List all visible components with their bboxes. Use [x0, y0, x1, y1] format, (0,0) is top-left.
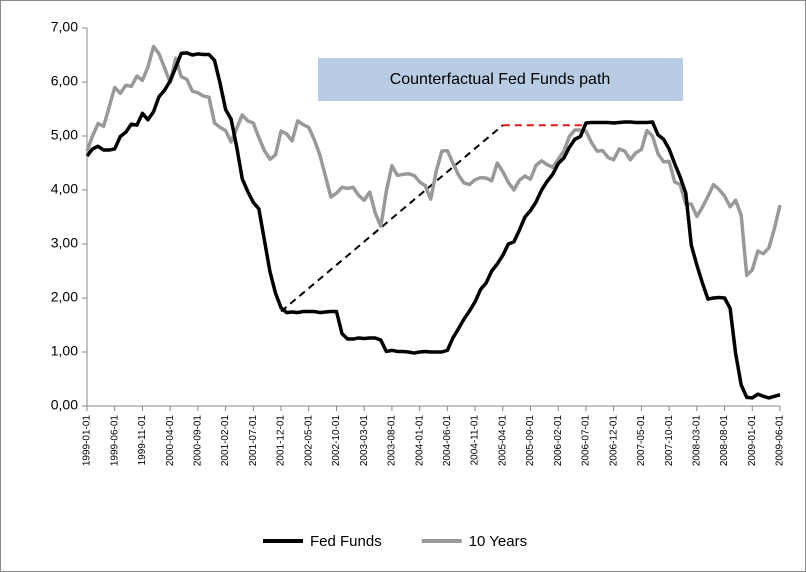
annotation: Counterfactual Fed Funds path: [390, 71, 611, 88]
annotation-box: [318, 58, 683, 101]
y-tick-label: 0,00: [51, 397, 78, 413]
x-tick-label: 2001-02-01: [220, 415, 231, 467]
legend-label: Fed Funds: [310, 533, 382, 550]
x-tick-label: 2004-06-01: [442, 415, 453, 467]
x-tick-label: 2007-10-01: [664, 415, 675, 467]
x-tick-label: 2008-03-01: [691, 415, 702, 467]
x-tick-label: 2007-05-01: [636, 415, 647, 467]
x-tick-label: 2006-12-01: [608, 415, 619, 467]
x-tick-label: 1999-01-01: [82, 415, 93, 467]
series-line: [85, 51, 781, 400]
y-tick-label: 5,00: [51, 127, 78, 143]
x-tick-label: 2005-04-01: [497, 415, 508, 467]
x-tick-label: 2006-07-01: [581, 415, 592, 467]
x-tick-label: 2009-06-01: [775, 415, 786, 467]
series-line: [85, 44, 782, 278]
y-tick-label: 7,00: [51, 19, 78, 35]
x-tick-label: 2001-07-01: [248, 415, 259, 467]
x-tick-label: 2001-12-01: [276, 415, 287, 467]
x-tick-label: 2004-11-01: [470, 415, 481, 466]
x-tick-label: 2002-10-01: [331, 415, 342, 467]
y-tick-label: 2,00: [51, 289, 78, 305]
x-tick-label: 2005-09-01: [525, 415, 536, 467]
x-tick-label: 2006-02-01: [553, 415, 564, 467]
x-tick-label: 2000-09-01: [193, 415, 204, 467]
y-tick-label: 4,00: [51, 181, 78, 197]
x-tick-label: 1999-06-01: [109, 415, 120, 467]
x-tick-label: 2004-01-01: [414, 415, 425, 467]
x-tick-label: 2003-03-01: [359, 415, 370, 467]
y-tick-label: 1,00: [51, 343, 78, 359]
x-tick-label: 2008-08-01: [719, 415, 730, 467]
legend-label: 10 Years: [469, 533, 527, 550]
x-tick-label: 2009-01-01: [747, 415, 758, 467]
y-tick-label: 6,00: [51, 73, 78, 89]
x-tick-label: 2003-08-01: [387, 415, 398, 467]
counterfactual-line: [280, 124, 504, 313]
x-tick-label: 2002-05-01: [303, 415, 314, 467]
y-tick-label: 3,00: [51, 235, 78, 251]
x-tick-label: 2000-04-01: [165, 415, 176, 467]
x-tick-label: 1999-11-01: [137, 415, 148, 466]
